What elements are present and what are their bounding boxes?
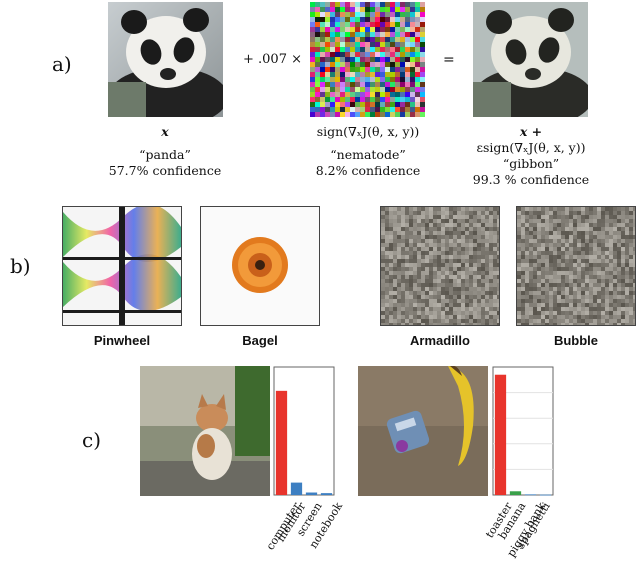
caption-original-label: “panda” (139, 147, 191, 162)
bar-banana (509, 491, 522, 495)
label-bagel: Bagel (242, 333, 278, 348)
caption-adversarial-math-1: x + (519, 124, 543, 139)
equals-operator: = (443, 52, 455, 68)
caption-adversarial-math-2: εsign(∇ₓJ(θ, x, y)) (476, 140, 586, 155)
adversarial-panda-image (473, 2, 593, 127)
caption-noise: sign(∇ₓJ(θ, x, y)) “nematode” 8.2% confi… (292, 124, 444, 179)
plus-operator: + .007 × (243, 52, 302, 67)
pinwheel-image (62, 206, 182, 326)
bar-toaster (494, 374, 507, 495)
bar-notebook (320, 493, 333, 495)
bar-spaghetti (539, 494, 552, 496)
panel-label-a: a) (52, 52, 72, 76)
label-pinwheel: Pinwheel (93, 333, 151, 348)
label-bubble: Bubble (553, 333, 599, 348)
banana-toaster-image (358, 366, 488, 496)
caption-original: x “panda” 57.7% confidence (100, 124, 230, 179)
label-armadillo: Armadillo (410, 333, 470, 348)
bagel-image (200, 206, 320, 326)
caption-original-math: x (161, 124, 169, 139)
panel-label-b: b) (10, 254, 31, 278)
caption-adversarial-confidence: 99.3 % confidence (472, 172, 590, 187)
bar-computer (275, 390, 288, 495)
panel-label-c: c) (82, 428, 102, 452)
armadillo-image (380, 206, 500, 326)
caption-noise-math: sign(∇ₓJ(θ, x, y)) (316, 124, 420, 139)
bar-piggy-bank (524, 494, 537, 496)
caption-noise-label: “nematode” (330, 147, 406, 162)
caption-noise-confidence: 8.2% confidence (315, 163, 421, 178)
kitten-image (140, 366, 270, 496)
bar-monitor (290, 482, 303, 495)
caption-adversarial: x + εsign(∇ₓJ(θ, x, y)) “gibbon” 99.3 % … (462, 124, 600, 188)
noise-image (310, 2, 425, 117)
caption-adversarial-label: “gibbon” (502, 156, 560, 171)
chart-banana (492, 366, 554, 496)
caption-original-confidence: 57.7% confidence (108, 163, 222, 178)
bubble-image (516, 206, 636, 326)
chart-kitten (273, 366, 335, 496)
bar-screen (305, 492, 318, 495)
panda-image (108, 2, 228, 127)
